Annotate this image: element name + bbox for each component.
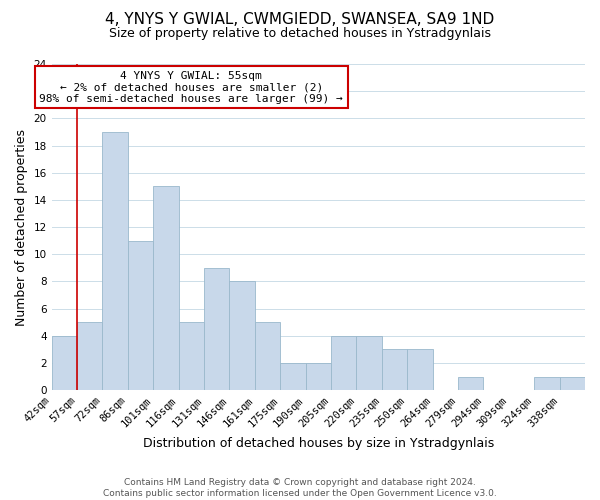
Bar (280, 363, 305, 390)
Text: Contains HM Land Registry data © Crown copyright and database right 2024.
Contai: Contains HM Land Registry data © Crown c… (103, 478, 497, 498)
Bar (153, 186, 179, 390)
Bar (407, 350, 433, 390)
Bar (204, 268, 229, 390)
Text: 4, YNYS Y GWIAL, CWMGIEDD, SWANSEA, SA9 1ND: 4, YNYS Y GWIAL, CWMGIEDD, SWANSEA, SA9 … (106, 12, 494, 28)
Text: 4 YNYS Y GWIAL: 55sqm
← 2% of detached houses are smaller (2)
98% of semi-detach: 4 YNYS Y GWIAL: 55sqm ← 2% of detached h… (40, 71, 343, 104)
Bar (560, 376, 585, 390)
Bar (255, 322, 280, 390)
Bar (179, 322, 204, 390)
Bar (534, 376, 560, 390)
Bar (356, 336, 382, 390)
Bar (458, 376, 484, 390)
Bar (128, 240, 153, 390)
Text: Size of property relative to detached houses in Ystradgynlais: Size of property relative to detached ho… (109, 28, 491, 40)
Bar (229, 282, 255, 390)
Bar (77, 322, 103, 390)
Bar (331, 336, 356, 390)
X-axis label: Distribution of detached houses by size in Ystradgynlais: Distribution of detached houses by size … (143, 437, 494, 450)
Y-axis label: Number of detached properties: Number of detached properties (15, 128, 28, 326)
Bar (382, 350, 407, 390)
Bar (305, 363, 331, 390)
Bar (103, 132, 128, 390)
Bar (52, 336, 77, 390)
